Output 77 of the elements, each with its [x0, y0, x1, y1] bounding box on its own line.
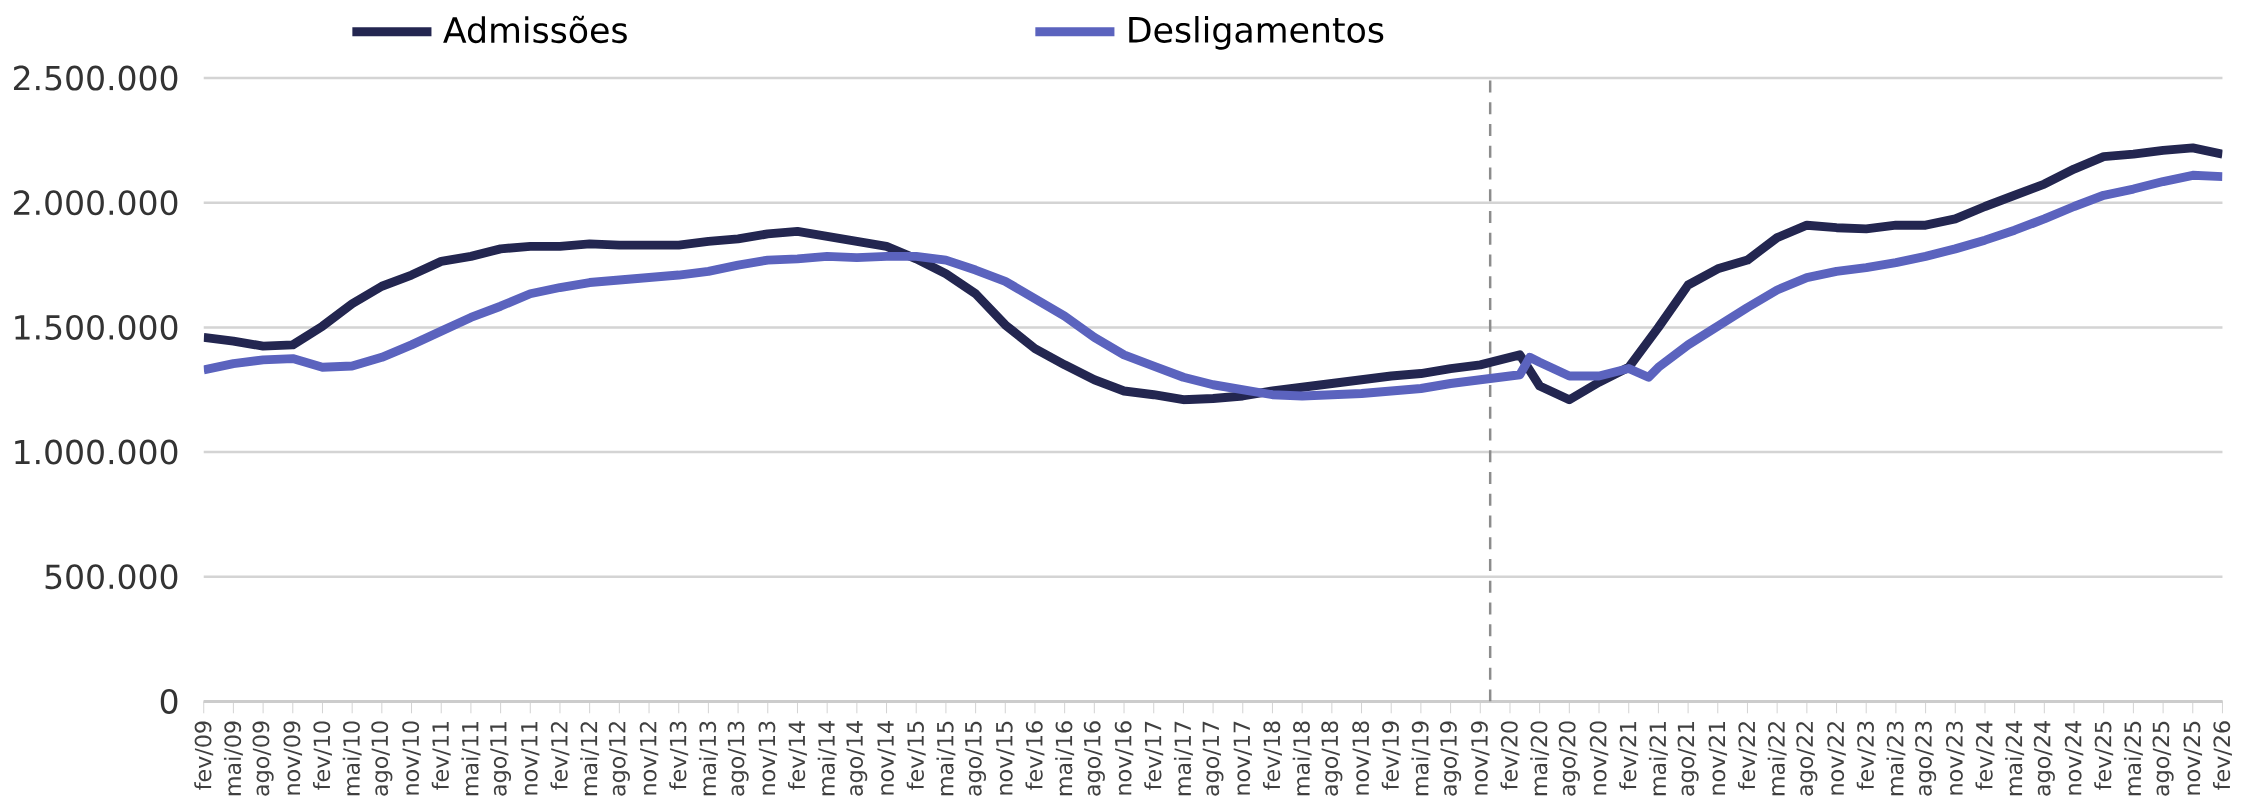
x-tick-label: nov/20 [1589, 721, 1609, 795]
x-tick-label: fev/12 [550, 722, 570, 790]
x-tick-label: nov/16 [1114, 721, 1134, 795]
x-tick-label: mai/24 [2005, 721, 2025, 796]
x-tick-label: nov/18 [1352, 721, 1371, 795]
x-tick-label: nov/19 [1470, 721, 1490, 795]
y-tick-label: 0 [160, 688, 178, 714]
x-tick-label: fev/13 [669, 721, 689, 790]
x-tick-label: mai/11 [461, 721, 481, 796]
x-tick-label: ago/12 [608, 722, 630, 796]
x-tick-label: mai/22 [1767, 722, 1787, 796]
x-tick-label: ago/24 [2033, 721, 2055, 796]
x-tick-label: ago/15 [965, 721, 987, 796]
x-tick-label: nov/14 [877, 721, 896, 795]
x-tick-label: fev/23 [1856, 721, 1876, 790]
x-tick-label: ago/21 [1677, 721, 1699, 796]
x-tick-label: ago/14 [846, 721, 868, 796]
x-tick-label: ago/10 [371, 721, 393, 796]
x-tick-label: nov/13 [758, 721, 778, 795]
x-tick-label: fev/26 [2212, 721, 2232, 790]
x-tick-label: mai/15 [936, 721, 956, 796]
x-tick-label: fev/19 [1381, 721, 1401, 790]
x-tick-label: nov/12 [639, 722, 659, 795]
x-tick-label: fev/22 [1737, 722, 1757, 790]
x-tick-label: nov/25 [2183, 721, 2203, 795]
x-tick-label: ago/17 [1202, 721, 1224, 796]
x-tick-label: mai/10 [342, 721, 362, 796]
x-tick-label: ago/16 [1083, 721, 1105, 796]
x-tick-label: ago/11 [490, 721, 512, 796]
x-tick-label: ago/22 [1796, 722, 1818, 796]
x-tick-label: mai/25 [2123, 721, 2143, 796]
x-tick-label: nov/22 [1827, 722, 1846, 795]
x-tick-label: fev/11 [431, 721, 451, 790]
x-tick-label: fev/18 [1262, 721, 1282, 790]
x-tick-label: ago/13 [727, 721, 749, 796]
x-tick-label: mai/16 [1055, 721, 1075, 796]
x-tick-label: mai/14 [817, 721, 837, 796]
y-tick-label: 1.500.000 [15, 314, 178, 340]
y-tick-label: 1.000.000 [15, 439, 178, 465]
x-tick-label: mai/13 [698, 721, 718, 796]
x-tick-label: mai/23 [1886, 721, 1906, 796]
x-tick-label: mai/19 [1411, 721, 1431, 796]
x-tick-label: nov/09 [283, 721, 303, 795]
x-tick-label: fev/14 [787, 721, 807, 790]
x-tick-label: nov/17 [1233, 721, 1252, 795]
x-tick-label: mai/18 [1292, 721, 1312, 796]
x-tick-label: ago/23 [1915, 721, 1937, 796]
x-tick-label: nov/11 [521, 721, 540, 795]
x-tick-label: nov/24 [2064, 721, 2084, 795]
y-tick-label: 500.000 [45, 564, 178, 590]
x-tick-label: nov/21 [1708, 721, 1728, 795]
x-tick-label: fev/25 [2094, 721, 2114, 790]
x-tick-label: mai/21 [1648, 721, 1668, 796]
x-tick-label: mai/09 [223, 721, 243, 796]
x-tick-label: mai/17 [1173, 721, 1193, 796]
x-tick-label: fev/17 [1144, 721, 1164, 790]
x-tick-label: fev/15 [906, 721, 926, 790]
legend-label: Admissões [443, 15, 627, 44]
x-tick-label: fev/21 [1619, 721, 1639, 790]
x-tick-label: nov/23 [1945, 721, 1965, 795]
legend-label: Desligamentos [1129, 15, 1384, 50]
x-tick-label: fev/16 [1025, 721, 1045, 790]
x-tick-label: fev/24 [1975, 721, 1995, 790]
x-tick-label: mai/20 [1530, 721, 1550, 796]
x-tick-label: fev/09 [194, 721, 214, 790]
x-tick-label: ago/09 [252, 721, 274, 796]
y-tick-label: 2.500.000 [13, 65, 178, 91]
x-tick-label: ago/25 [2152, 721, 2174, 796]
x-tick-label: mai/12 [580, 722, 600, 796]
x-tick-label: nov/10 [402, 721, 421, 795]
x-tick-label: ago/20 [1558, 721, 1580, 796]
y-tick-label: 2.000.000 [13, 190, 178, 216]
x-tick-label: nov/15 [996, 721, 1015, 795]
x-tick-label: fev/20 [1500, 721, 1520, 790]
x-tick-label: ago/19 [1440, 721, 1462, 796]
x-tick-label: ago/18 [1321, 721, 1343, 796]
x-tick-label: fev/10 [312, 721, 332, 790]
